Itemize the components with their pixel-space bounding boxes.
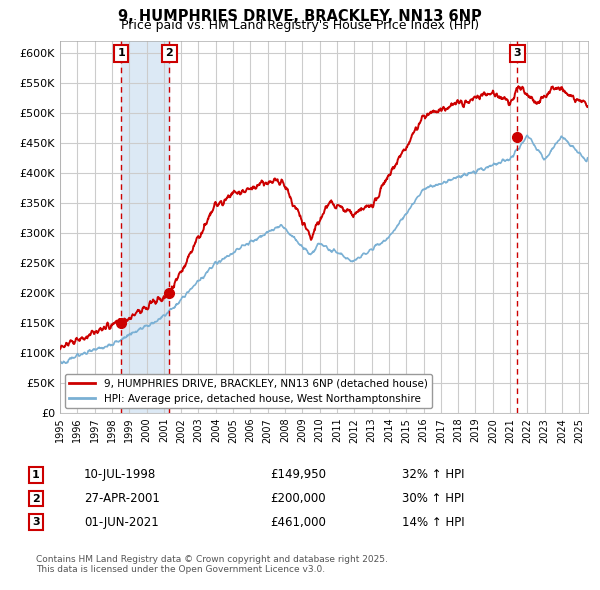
Text: 9, HUMPHRIES DRIVE, BRACKLEY, NN13 6NP: 9, HUMPHRIES DRIVE, BRACKLEY, NN13 6NP — [118, 9, 482, 24]
Text: 1: 1 — [32, 470, 40, 480]
Text: 32% ↑ HPI: 32% ↑ HPI — [402, 468, 464, 481]
Text: 3: 3 — [514, 48, 521, 58]
Text: £200,000: £200,000 — [270, 492, 326, 505]
Text: 01-JUN-2021: 01-JUN-2021 — [84, 516, 159, 529]
Text: Price paid vs. HM Land Registry's House Price Index (HPI): Price paid vs. HM Land Registry's House … — [121, 19, 479, 32]
Text: 27-APR-2001: 27-APR-2001 — [84, 492, 160, 505]
Legend: 9, HUMPHRIES DRIVE, BRACKLEY, NN13 6NP (detached house), HPI: Average price, det: 9, HUMPHRIES DRIVE, BRACKLEY, NN13 6NP (… — [65, 374, 432, 408]
Text: £149,950: £149,950 — [270, 468, 326, 481]
Text: 14% ↑ HPI: 14% ↑ HPI — [402, 516, 464, 529]
Text: £461,000: £461,000 — [270, 516, 326, 529]
Text: 30% ↑ HPI: 30% ↑ HPI — [402, 492, 464, 505]
Text: 1: 1 — [117, 48, 125, 58]
Text: 3: 3 — [32, 517, 40, 527]
Text: 2: 2 — [32, 494, 40, 503]
Text: Contains HM Land Registry data © Crown copyright and database right 2025.
This d: Contains HM Land Registry data © Crown c… — [36, 555, 388, 574]
Text: 2: 2 — [166, 48, 173, 58]
Bar — [121, 41, 169, 413]
Text: 10-JUL-1998: 10-JUL-1998 — [84, 468, 156, 481]
